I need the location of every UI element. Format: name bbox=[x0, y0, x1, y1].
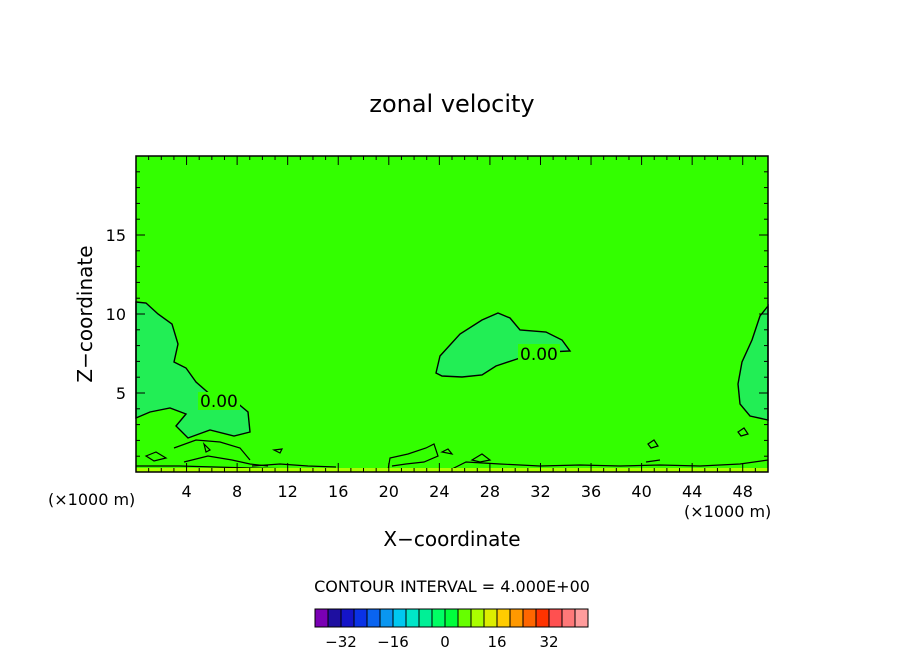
colorbar-swatch bbox=[366, 608, 381, 628]
contour-interval: CONTOUR INTERVAL = 4.000E+00 bbox=[314, 577, 590, 596]
contour-label-left: 0.00 bbox=[200, 392, 238, 412]
contour-line bbox=[183, 455, 269, 467]
x-tick-label: 16 bbox=[328, 482, 348, 501]
x-tick-label: 28 bbox=[480, 482, 500, 501]
x-tick-label: 40 bbox=[631, 482, 651, 501]
contour-line bbox=[144, 451, 168, 462]
x-tick-label: 8 bbox=[232, 482, 242, 501]
colorbar-swatch bbox=[418, 608, 433, 628]
y-axis-label: Z−coordinate bbox=[73, 245, 97, 382]
contour-line bbox=[647, 439, 659, 449]
contour-line bbox=[449, 459, 769, 471]
contour-line bbox=[737, 427, 749, 437]
colorbar: −32 −16 0 16 32 bbox=[314, 608, 589, 651]
contour-line bbox=[251, 463, 337, 468]
colorbar-tick-label: 16 bbox=[487, 633, 506, 651]
contour-line bbox=[387, 443, 439, 471]
x-tick-label: 20 bbox=[379, 482, 399, 501]
chart-title: zonal velocity bbox=[369, 90, 534, 118]
colorbar-swatch bbox=[574, 608, 589, 628]
contour-line bbox=[173, 439, 251, 461]
x-unit-left: (×1000 m) bbox=[48, 490, 135, 509]
contour-label-center: 0.00 bbox=[520, 345, 558, 365]
colorbar-swatch bbox=[314, 608, 329, 628]
y-tick-label: 10 bbox=[106, 305, 126, 324]
colorbar-swatch bbox=[535, 608, 550, 628]
contour-region-center bbox=[435, 312, 572, 378]
y-tick-label: 5 bbox=[116, 384, 126, 403]
colorbar-swatch bbox=[509, 608, 524, 628]
x-tick-label: 48 bbox=[733, 482, 753, 501]
colorbar-tick-label: −16 bbox=[377, 633, 409, 651]
x-tick-label: 36 bbox=[581, 482, 601, 501]
x-axis-label: X−coordinate bbox=[383, 527, 520, 551]
y-tick-label: 15 bbox=[106, 226, 126, 245]
x-tick-label: 32 bbox=[530, 482, 550, 501]
colorbar-swatch bbox=[548, 608, 563, 628]
contour-line bbox=[645, 459, 661, 463]
x-tick-label: 24 bbox=[429, 482, 449, 501]
colorbar-swatch bbox=[470, 608, 485, 628]
contour-line bbox=[440, 448, 454, 455]
contour-region-right bbox=[737, 304, 769, 421]
colorbar-swatch bbox=[431, 608, 446, 628]
colorbar-swatch bbox=[561, 608, 576, 628]
colorbar-swatch bbox=[483, 608, 498, 628]
contour-line bbox=[271, 448, 284, 454]
colorbar-swatch bbox=[444, 608, 459, 628]
colorbar-swatch bbox=[327, 608, 342, 628]
contour-label-bg bbox=[198, 392, 240, 410]
colorbar-swatch bbox=[522, 608, 537, 628]
colorbar-swatch bbox=[353, 608, 368, 628]
colorbar-swatch bbox=[392, 608, 407, 628]
colorbar-swatch bbox=[379, 608, 394, 628]
colorbar-tick-label: 32 bbox=[539, 633, 558, 651]
x-unit-right: (×1000 m) bbox=[684, 502, 771, 521]
contour-label-bg bbox=[518, 344, 560, 362]
colorbar-swatch bbox=[340, 608, 355, 628]
x-tick-label: 44 bbox=[682, 482, 702, 501]
colorbar-swatch bbox=[496, 608, 511, 628]
contour-line bbox=[202, 442, 212, 453]
colorbar-tick-label: −32 bbox=[325, 633, 357, 651]
x-tick-label: 12 bbox=[278, 482, 298, 501]
contour-line bbox=[470, 453, 492, 463]
colorbar-swatch bbox=[405, 608, 420, 628]
x-tick-label: 4 bbox=[181, 482, 191, 501]
colorbar-tick-label: 0 bbox=[440, 633, 450, 651]
colorbar-swatch bbox=[457, 608, 472, 628]
